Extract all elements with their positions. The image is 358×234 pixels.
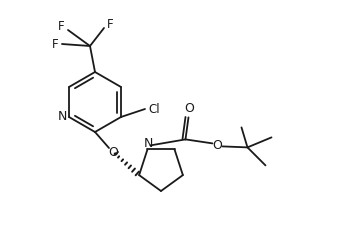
- Text: O: O: [213, 139, 222, 152]
- Text: N: N: [57, 110, 67, 124]
- Text: F: F: [107, 18, 113, 30]
- Text: F: F: [58, 19, 64, 33]
- Text: O: O: [184, 102, 194, 115]
- Text: O: O: [108, 146, 118, 158]
- Text: Cl: Cl: [148, 102, 160, 116]
- Text: N: N: [144, 137, 153, 150]
- Text: F: F: [52, 37, 58, 51]
